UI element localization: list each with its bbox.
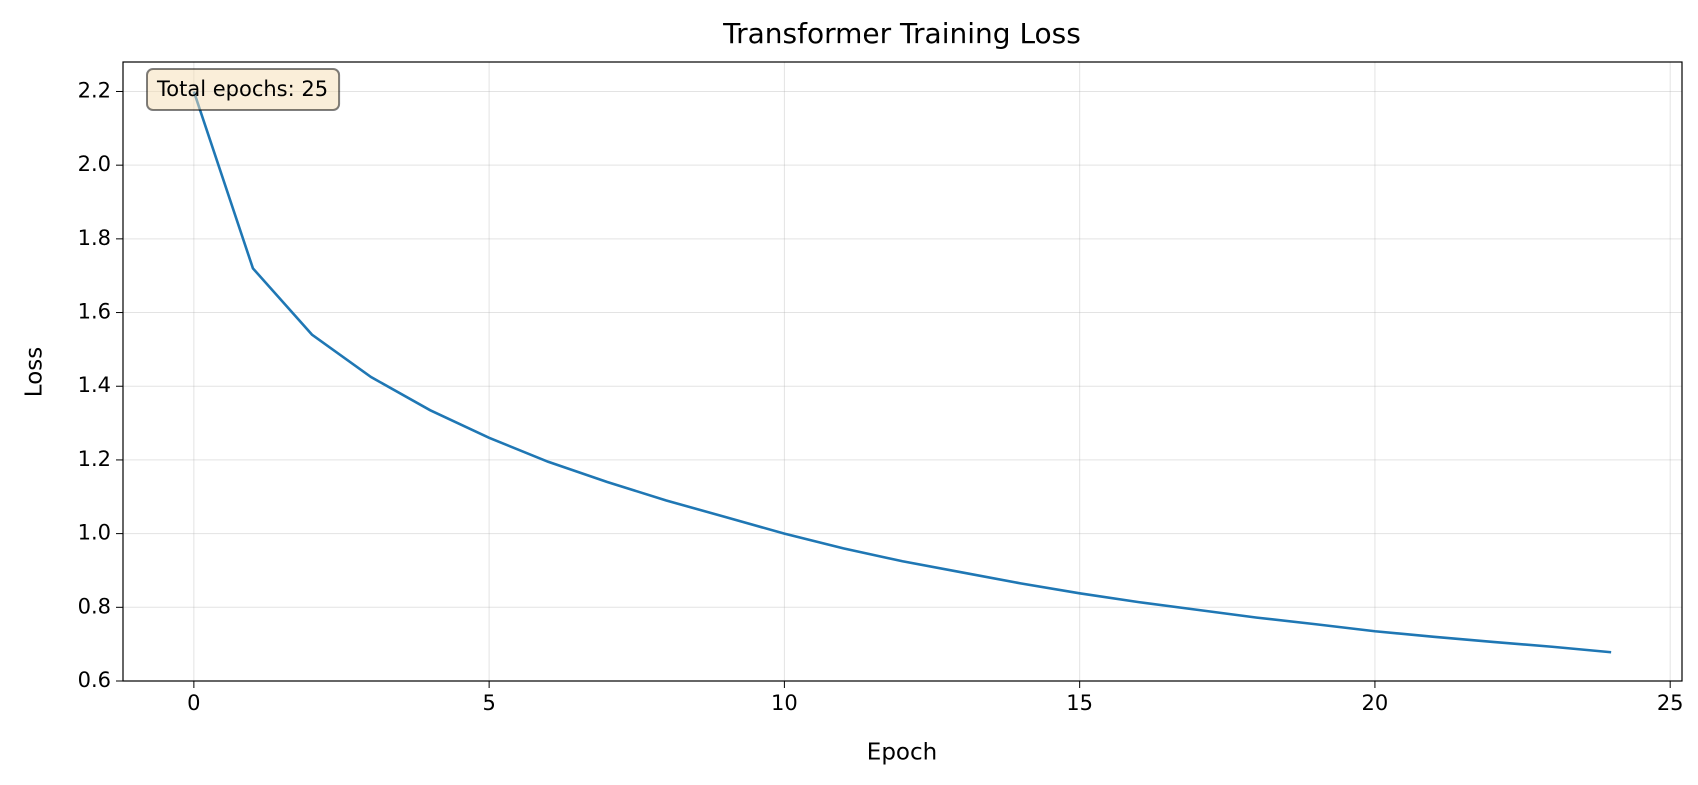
y-tick-label: 1.6 bbox=[78, 300, 111, 324]
x-tick-label: 15 bbox=[1066, 691, 1093, 715]
y-tick-label: 1.4 bbox=[78, 373, 111, 397]
y-tick-label: 0.8 bbox=[78, 594, 111, 618]
y-tick-label: 1.0 bbox=[78, 521, 111, 545]
line-series bbox=[192, 91, 1612, 654]
x-tick-label: 25 bbox=[1657, 691, 1684, 715]
x-axis-label: Epoch bbox=[867, 740, 937, 766]
plot-frame bbox=[122, 61, 1683, 682]
x-tick-label: 10 bbox=[771, 691, 798, 715]
y-tick-label: 1.2 bbox=[78, 447, 111, 471]
y-tick-label: 2.0 bbox=[78, 152, 111, 176]
x-tick-label: 20 bbox=[1362, 691, 1389, 715]
x-tick-label: 5 bbox=[482, 691, 495, 715]
y-tick-label: 1.8 bbox=[78, 226, 111, 250]
x-tick-label: 0 bbox=[187, 691, 200, 715]
y-tick-label: 0.6 bbox=[78, 668, 111, 692]
y-tick-label: 2.2 bbox=[78, 78, 111, 102]
y-axis-label: Loss bbox=[22, 347, 48, 397]
chart-title: Transformer Training Loss bbox=[722, 17, 1081, 50]
annotation-box bbox=[146, 68, 341, 111]
annotation: Total epochs: 25 bbox=[156, 77, 328, 101]
